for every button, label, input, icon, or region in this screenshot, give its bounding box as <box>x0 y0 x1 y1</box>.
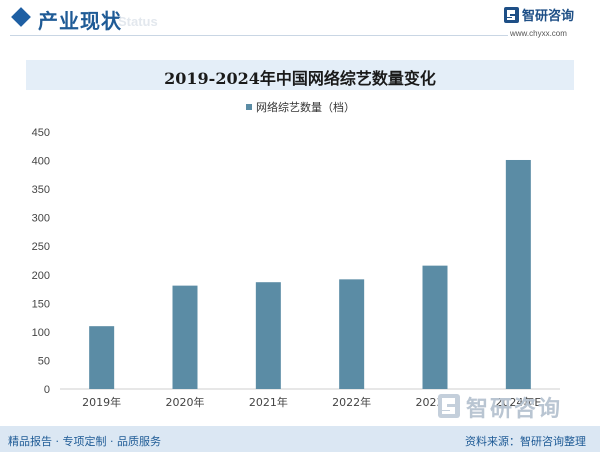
diamond-icon <box>11 7 31 27</box>
y-tick-label: 200 <box>32 270 50 282</box>
watermark-logo: 智研咨询 <box>438 391 598 425</box>
section-watermark: Status <box>118 14 158 29</box>
y-tick-label: 50 <box>38 355 50 367</box>
y-tick-label: 250 <box>32 241 50 253</box>
watermark-logo-icon <box>438 394 460 418</box>
bar-chart: 0 50 100 150 200 250 300 350 400 450 2019年 2020年 202… <box>32 100 560 409</box>
y-tick-label: 300 <box>32 213 50 225</box>
x-tick-label: 2022年 <box>332 395 371 409</box>
watermark-logo-name: 智研咨询 <box>466 397 563 422</box>
brand-logo[interactable]: 智研咨询 www.chyxx.com <box>504 5 596 41</box>
y-tick-label: 100 <box>32 327 50 339</box>
brand-name: 智研咨询 <box>522 9 575 24</box>
page-header: 产业现状 Status <box>0 0 600 38</box>
y-tick-label: 450 <box>32 127 50 139</box>
chart-title: 2019-2024年中国网络综艺数量变化 <box>164 69 436 88</box>
y-tick-label: 350 <box>32 184 50 196</box>
bar <box>255 282 281 389</box>
footer-source: 资料来源：智研咨询整理 <box>465 435 586 448</box>
bar <box>422 265 448 389</box>
x-tick-label: 2020年 <box>166 395 205 409</box>
bar <box>89 326 115 389</box>
page-footer: 精品报告 · 专项定制 · 品质服务 资料来源：智研咨询整理 <box>0 426 600 452</box>
brand-logo-icon <box>504 7 519 23</box>
brand-url[interactable]: www.chyxx.com <box>510 29 567 38</box>
x-tick-label: 2024年E <box>495 395 541 409</box>
y-tick-label: 400 <box>32 156 50 168</box>
footer-slogan: 精品报告 · 专项定制 · 品质服务 <box>8 435 161 448</box>
bar <box>339 279 365 389</box>
legend-swatch <box>246 104 252 110</box>
y-tick-label: 150 <box>32 298 50 310</box>
y-tick-label: 0 <box>44 384 50 396</box>
chart-title-band: 2019-2024年中国网络综艺数量变化 <box>26 60 574 90</box>
x-tick-label: 2021年 <box>249 395 288 409</box>
bar <box>505 159 531 389</box>
section-title: 产业现状 <box>38 9 122 33</box>
legend-label: 网络综艺数量（档） <box>256 100 355 114</box>
header-divider <box>10 35 508 36</box>
x-tick-label: 2019年 <box>82 395 121 409</box>
bar <box>172 285 198 389</box>
